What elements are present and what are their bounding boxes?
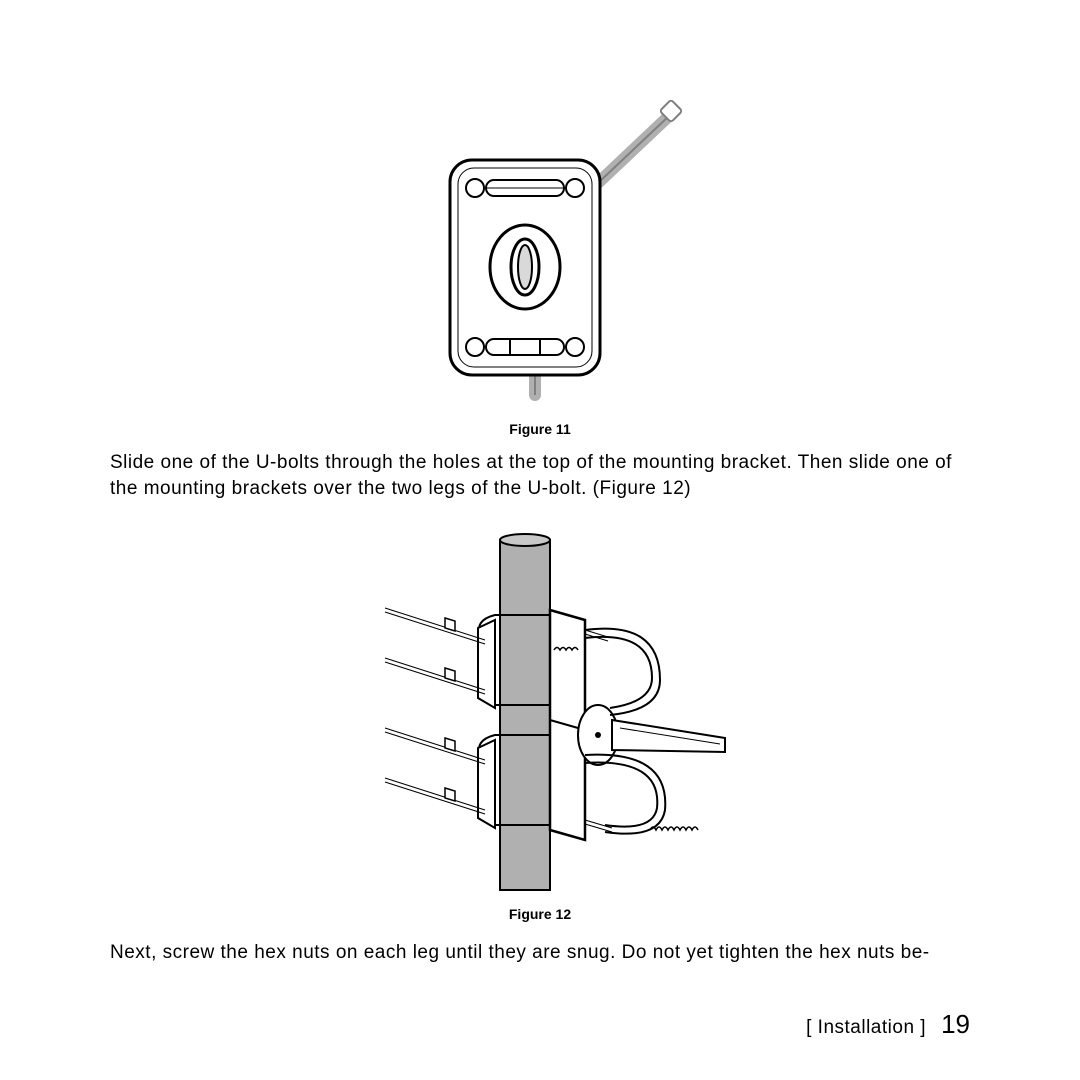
figure-12-caption: Figure 12	[0, 906, 1080, 922]
page: Figure 11 Slide one of the U-bolts throu…	[0, 0, 1080, 1080]
footer-section: [ Installation ]	[806, 1017, 926, 1039]
figure-11-caption: Figure 11	[0, 421, 1080, 437]
paragraph-1: Slide one of the U-bolts through the hol…	[110, 450, 970, 501]
page-number: 19	[941, 1009, 970, 1040]
figure-12-svg	[350, 520, 730, 900]
figure-11: Figure 11	[0, 85, 1080, 437]
paragraph-2: Next, screw the hex nuts on each leg unt…	[110, 940, 970, 966]
footer: [ Installation ] 19	[806, 1009, 970, 1040]
figure-11-svg	[380, 85, 700, 415]
footer-section-label: Installation	[818, 1017, 915, 1038]
figure-12: Figure 12	[0, 520, 1080, 922]
